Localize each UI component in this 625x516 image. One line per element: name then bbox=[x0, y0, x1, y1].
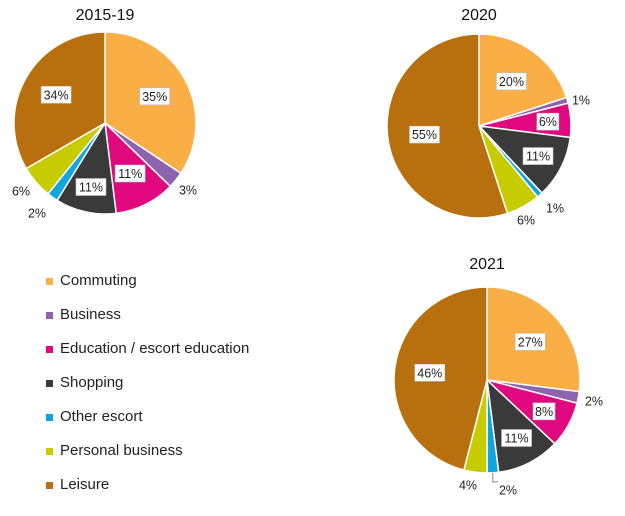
data-label-box bbox=[514, 333, 546, 351]
legend-item-education: Education / escort education bbox=[46, 338, 296, 372]
legend-item-business: Business bbox=[46, 304, 296, 338]
data-label-box bbox=[501, 429, 532, 447]
legend-label-leisure: Leisure bbox=[60, 476, 110, 493]
chart-title: 2015-19 bbox=[76, 7, 135, 24]
legend-label-education: Education / escort education bbox=[60, 340, 250, 357]
data-label-leisure: 55% bbox=[412, 128, 437, 142]
legend-item-leisure: Leisure bbox=[46, 474, 296, 508]
data-label-personal-business: 4% bbox=[459, 479, 477, 493]
data-label-shopping: 11% bbox=[79, 181, 103, 195]
data-label-leisure: 34% bbox=[44, 88, 69, 102]
pie-chart-2021: 2021 27% 2% 8% 11% 2% 4% 46% bbox=[393, 256, 603, 498]
data-label-box bbox=[522, 147, 554, 165]
pie-chart-2020: 2020 20% 1% 6% 11% 1% 6% 55% bbox=[386, 7, 590, 228]
data-label-personal-business: 6% bbox=[517, 214, 535, 228]
data-label-business: 1% bbox=[572, 94, 590, 108]
data-label-box bbox=[75, 178, 107, 196]
leader-line bbox=[492, 472, 498, 483]
legend-swatch-education bbox=[46, 346, 53, 353]
legend-label-commuting: Commuting bbox=[60, 272, 137, 289]
data-label-other-escort: 1% bbox=[546, 202, 564, 216]
data-label-box bbox=[532, 402, 556, 421]
legend-item-other-escort: Other escort bbox=[46, 406, 296, 440]
chart-title: 2020 bbox=[461, 7, 497, 24]
legend-swatch-personal-business bbox=[46, 448, 53, 455]
data-label-shopping: 11% bbox=[526, 150, 550, 164]
pie-chart-2015-19: 2015-19 35% 3% 11% 11% 2% 6% 34% bbox=[12, 7, 197, 221]
legend-label-business: Business bbox=[60, 306, 121, 323]
data-label-box bbox=[114, 164, 146, 183]
data-label-commuting: 35% bbox=[142, 90, 167, 104]
data-label-personal-business: 6% bbox=[12, 185, 30, 199]
data-label-box bbox=[496, 72, 527, 91]
chart-title: 2021 bbox=[469, 256, 505, 273]
legend: Commuting Business Education / escort ed… bbox=[46, 270, 296, 508]
legend-swatch-leisure bbox=[46, 482, 53, 489]
data-label-box bbox=[414, 363, 446, 382]
data-label-other-escort: 2% bbox=[28, 207, 46, 221]
legend-label-personal-business: Personal business bbox=[60, 442, 183, 459]
data-label-education-escort-education: 6% bbox=[539, 115, 557, 129]
data-label-box bbox=[40, 85, 72, 104]
legend-item-shopping: Shopping bbox=[46, 372, 296, 406]
legend-item-personal-business: Personal business bbox=[46, 440, 296, 474]
data-label-business: 2% bbox=[585, 395, 603, 409]
data-label-commuting: 27% bbox=[518, 335, 543, 349]
data-label-box bbox=[536, 112, 560, 131]
data-label-education-escort-education: 11% bbox=[118, 167, 142, 181]
legend-swatch-shopping bbox=[46, 380, 53, 387]
data-label-shopping: 11% bbox=[505, 432, 529, 446]
legend-label-other-escort: Other escort bbox=[60, 408, 143, 425]
legend-item-commuting: Commuting bbox=[46, 270, 296, 304]
data-label-business: 3% bbox=[179, 184, 197, 198]
data-label-box bbox=[139, 87, 171, 106]
data-label-leisure: 46% bbox=[417, 366, 442, 380]
legend-swatch-other-escort bbox=[46, 414, 53, 421]
legend-swatch-business bbox=[46, 312, 53, 319]
data-label-other-escort: 2% bbox=[499, 484, 517, 498]
legend-swatch-commuting bbox=[46, 278, 53, 285]
data-label-commuting: 20% bbox=[499, 75, 524, 89]
data-label-education-escort-education: 8% bbox=[535, 405, 553, 419]
legend-label-shopping: Shopping bbox=[60, 374, 124, 391]
data-label-box bbox=[409, 125, 440, 144]
pie-slice-leisure bbox=[386, 33, 509, 219]
